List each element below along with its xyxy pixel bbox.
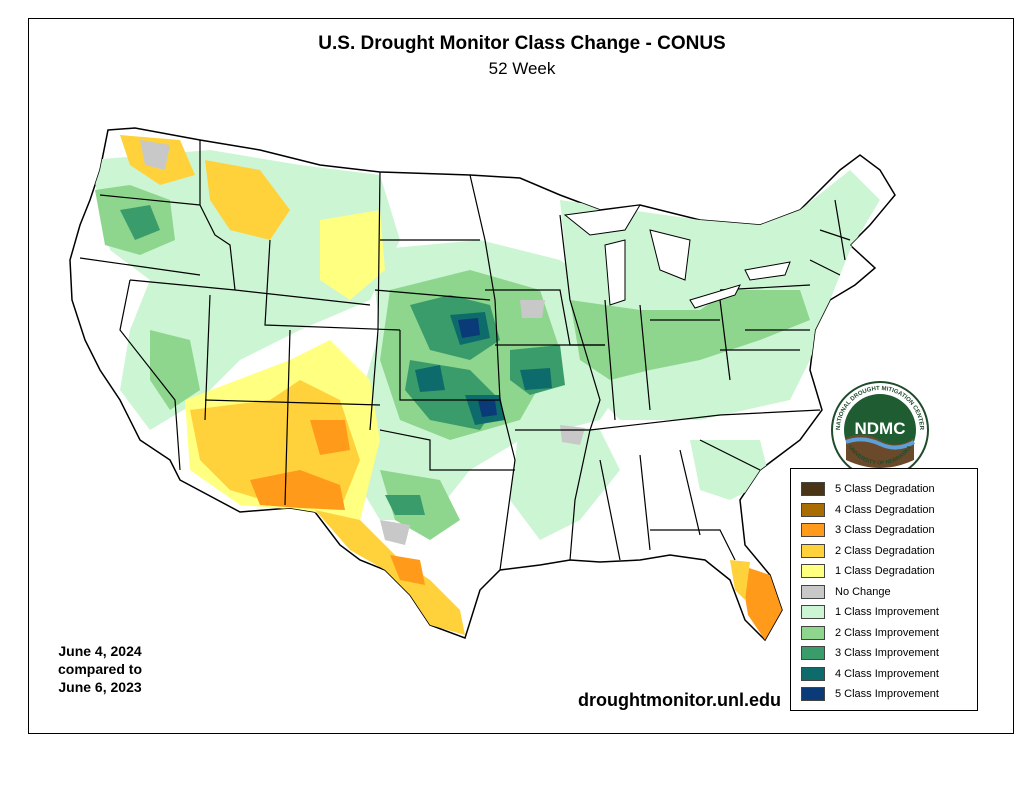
legend-item: 4 Class Improvement [801,666,939,682]
region-degradation-2-montana [205,160,290,240]
lake-erie [689,284,741,309]
lake-superior [563,204,641,236]
previous-date: June 6, 2023 [58,679,142,695]
region-improvement-1-south [510,420,620,540]
legend-label: 4 Class Improvement [835,667,939,680]
region-improvement-2-nevada [150,330,200,410]
region-degradation-3-southwest [250,470,345,510]
legend-swatch [801,502,825,517]
legend-label: 1 Class Improvement [835,606,939,618]
region-improvement-4-missouri [520,368,552,390]
lake-huron [649,229,691,281]
legend-label: 2 Class Degradation [835,544,935,557]
map-subtitle: 52 Week [488,59,556,78]
legend-item: 3 Class Improvement [801,645,939,661]
region-improvement-4-oklahoma [415,365,445,392]
region-degradation-2-florida [730,560,750,600]
legend-label: 1 Class Degradation [835,565,935,577]
legend-item: 5 Class Improvement [801,686,939,702]
region-improvement-3-washington [120,205,160,240]
legend-item: 2 Class Degradation [801,543,935,559]
current-date: June 4, 2024 [58,643,142,659]
legend: 5 Class Degradation 4 Class Degradation 3 … [790,468,978,711]
ndmc-logo: NDMC NATIONAL DROUGHT MITIGATION CENTER … [831,381,929,479]
comparison-dates: June 4, 2024 compared to June 6, 2023 [40,642,160,696]
region-degradation-3-florida [740,565,782,640]
region-improvement-3-texas [385,495,425,515]
legend-label: 2 Class Improvement [835,626,939,639]
lake-ontario [744,261,791,281]
legend-swatch [801,646,825,660]
region-improvement-1-ga [690,440,770,500]
region-improvement-2-midwest [570,290,810,380]
compared-to-label: compared to [57,661,142,677]
website-link[interactable]: droughtmonitor.unl.edu [578,690,781,710]
region-no-change-4 [520,300,545,318]
region-improvement-5-kansas [478,400,497,417]
legend-label: 5 Class Improvement [835,688,939,700]
legend-swatch [801,523,825,537]
legend-item: 4 Class Degradation [801,502,935,518]
region-improvement-5-nebraska [458,318,480,338]
legend-label: 4 Class Degradation [835,503,935,516]
legend-swatch [801,564,825,578]
region-no-change-2 [380,520,410,545]
legend-item: 3 Class Degradation [801,522,935,538]
legend-swatch [801,666,825,681]
region-no-change-1 [140,140,170,170]
region-degradation-3-texas [390,555,425,585]
map-title: U.S. Drought Monitor Class Change - CONU… [318,33,726,54]
legend-item: 2 Class Improvement [801,625,939,641]
legend-swatch [801,605,825,619]
region-degradation-1-montana [320,210,385,300]
legend-label: 3 Class Degradation [835,524,935,536]
legend-swatch [801,482,825,496]
legend-label: 5 Class Degradation [835,483,935,495]
legend-label: No Change [835,585,891,598]
legend-item: 5 Class Degradation [801,481,935,497]
great-lakes [563,204,791,309]
logo-text: NDMC [855,419,906,438]
state-boundaries [79,140,851,571]
legend-item: No Change [801,584,891,600]
legend-swatch [801,543,825,558]
legend-swatch [801,584,825,599]
legend-swatch [801,687,825,701]
legend-label: 3 Class Improvement [835,647,939,659]
legend-swatch [801,625,825,640]
legend-item: 1 Class Improvement [801,604,939,620]
region-degradation-3-nm [310,420,350,455]
region-degradation-2-texas [315,510,465,635]
lake-michigan [604,239,626,306]
legend-item: 1 Class Degradation [801,563,935,579]
